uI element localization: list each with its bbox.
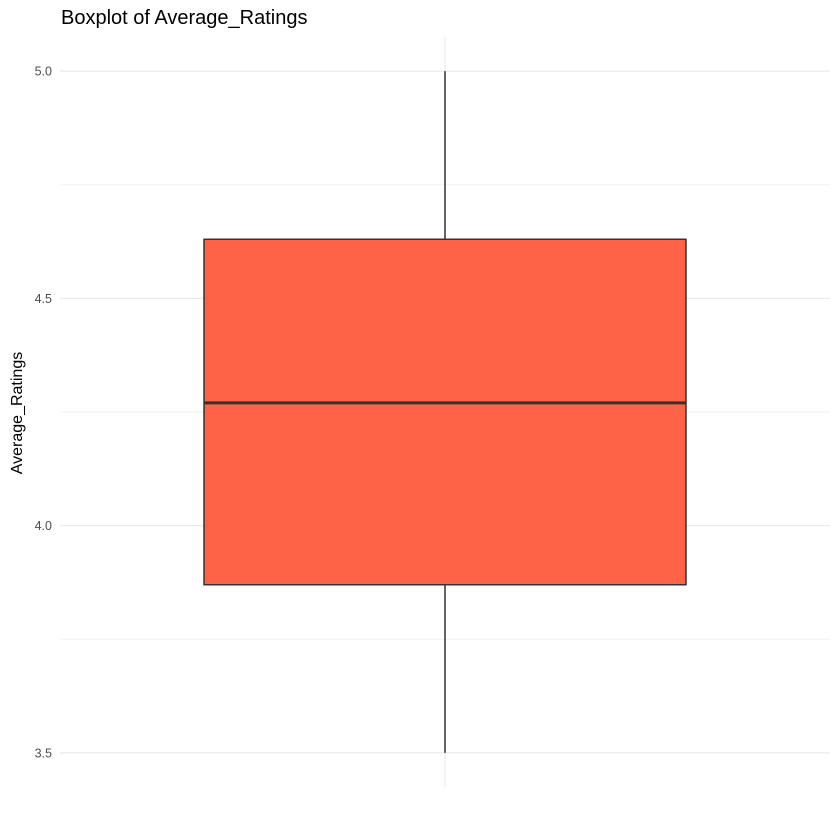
box-layer: [203, 71, 687, 753]
chart-title: Boxplot of Average_Ratings: [61, 7, 307, 29]
y-tick-label: 3.5: [35, 746, 52, 760]
y-axis-label: Average_Ratings: [9, 352, 26, 474]
interquartile-box: [203, 238, 687, 586]
y-axis-ticks: 3.5 4.0 4.5 5.0: [35, 65, 52, 761]
y-tick-label: 4.5: [35, 292, 52, 306]
y-tick-label: 4.0: [35, 519, 52, 533]
y-tick-label: 5.0: [35, 65, 52, 79]
